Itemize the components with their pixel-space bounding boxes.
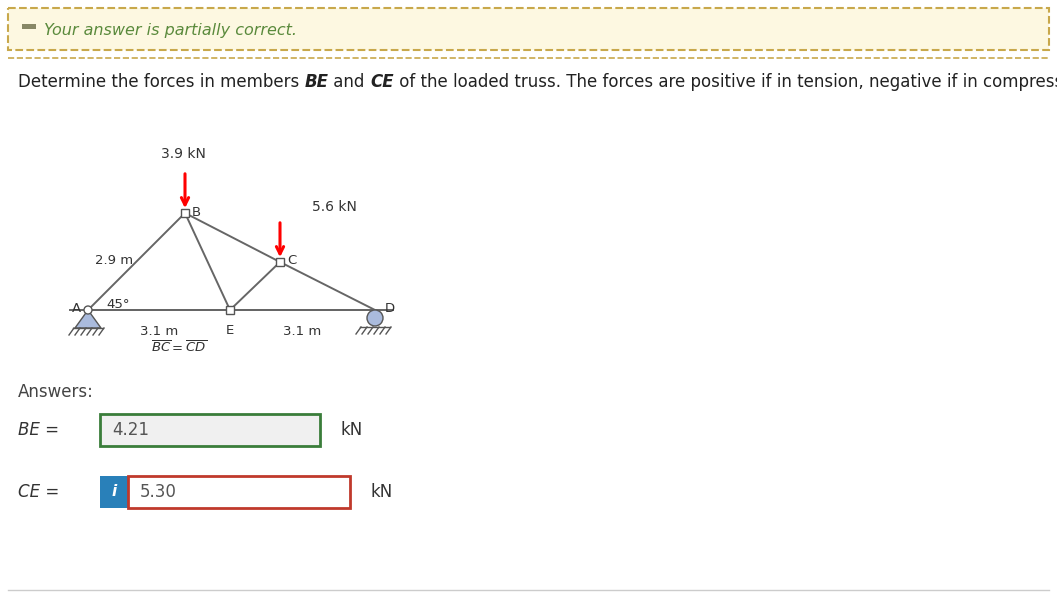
Text: Determine the forces in members: Determine the forces in members bbox=[18, 73, 304, 91]
Text: $\overline{BC}=\overline{CD}$: $\overline{BC}=\overline{CD}$ bbox=[151, 340, 207, 356]
Text: A: A bbox=[72, 301, 80, 314]
Bar bbox=[181, 209, 189, 217]
Polygon shape bbox=[75, 310, 101, 328]
Text: CE: CE bbox=[370, 73, 394, 91]
Text: Your answer is partially correct.: Your answer is partially correct. bbox=[44, 23, 297, 38]
Text: 4.21: 4.21 bbox=[112, 421, 149, 439]
FancyBboxPatch shape bbox=[100, 414, 320, 446]
Text: 3.9 kN: 3.9 kN bbox=[161, 147, 205, 161]
Bar bbox=[226, 306, 234, 314]
Text: 2.9 m: 2.9 m bbox=[95, 255, 133, 267]
FancyBboxPatch shape bbox=[100, 476, 128, 508]
Text: Answers:: Answers: bbox=[18, 383, 94, 401]
Text: kN: kN bbox=[370, 483, 392, 501]
Text: and: and bbox=[329, 73, 370, 91]
FancyBboxPatch shape bbox=[22, 24, 36, 29]
Text: 3.1 m: 3.1 m bbox=[283, 325, 321, 338]
Text: 3.1 m: 3.1 m bbox=[140, 325, 179, 338]
Circle shape bbox=[367, 310, 383, 326]
Text: 5.6 kN: 5.6 kN bbox=[312, 200, 357, 214]
Text: kN: kN bbox=[340, 421, 363, 439]
Text: B: B bbox=[192, 205, 201, 219]
FancyBboxPatch shape bbox=[8, 8, 1049, 50]
Text: 45°: 45° bbox=[106, 298, 130, 311]
Text: BE: BE bbox=[304, 73, 329, 91]
Circle shape bbox=[84, 306, 92, 314]
Bar bbox=[276, 258, 284, 266]
Text: D: D bbox=[385, 301, 395, 314]
FancyBboxPatch shape bbox=[128, 476, 350, 508]
Text: i: i bbox=[111, 485, 116, 499]
Text: E: E bbox=[226, 324, 234, 337]
Text: 5.30: 5.30 bbox=[140, 483, 177, 501]
Text: BE =: BE = bbox=[18, 421, 59, 439]
Text: of the loaded truss. The forces are positive if in tension, negative if in compr: of the loaded truss. The forces are posi… bbox=[394, 73, 1057, 91]
Text: C: C bbox=[288, 255, 296, 267]
Text: CE =: CE = bbox=[18, 483, 59, 501]
